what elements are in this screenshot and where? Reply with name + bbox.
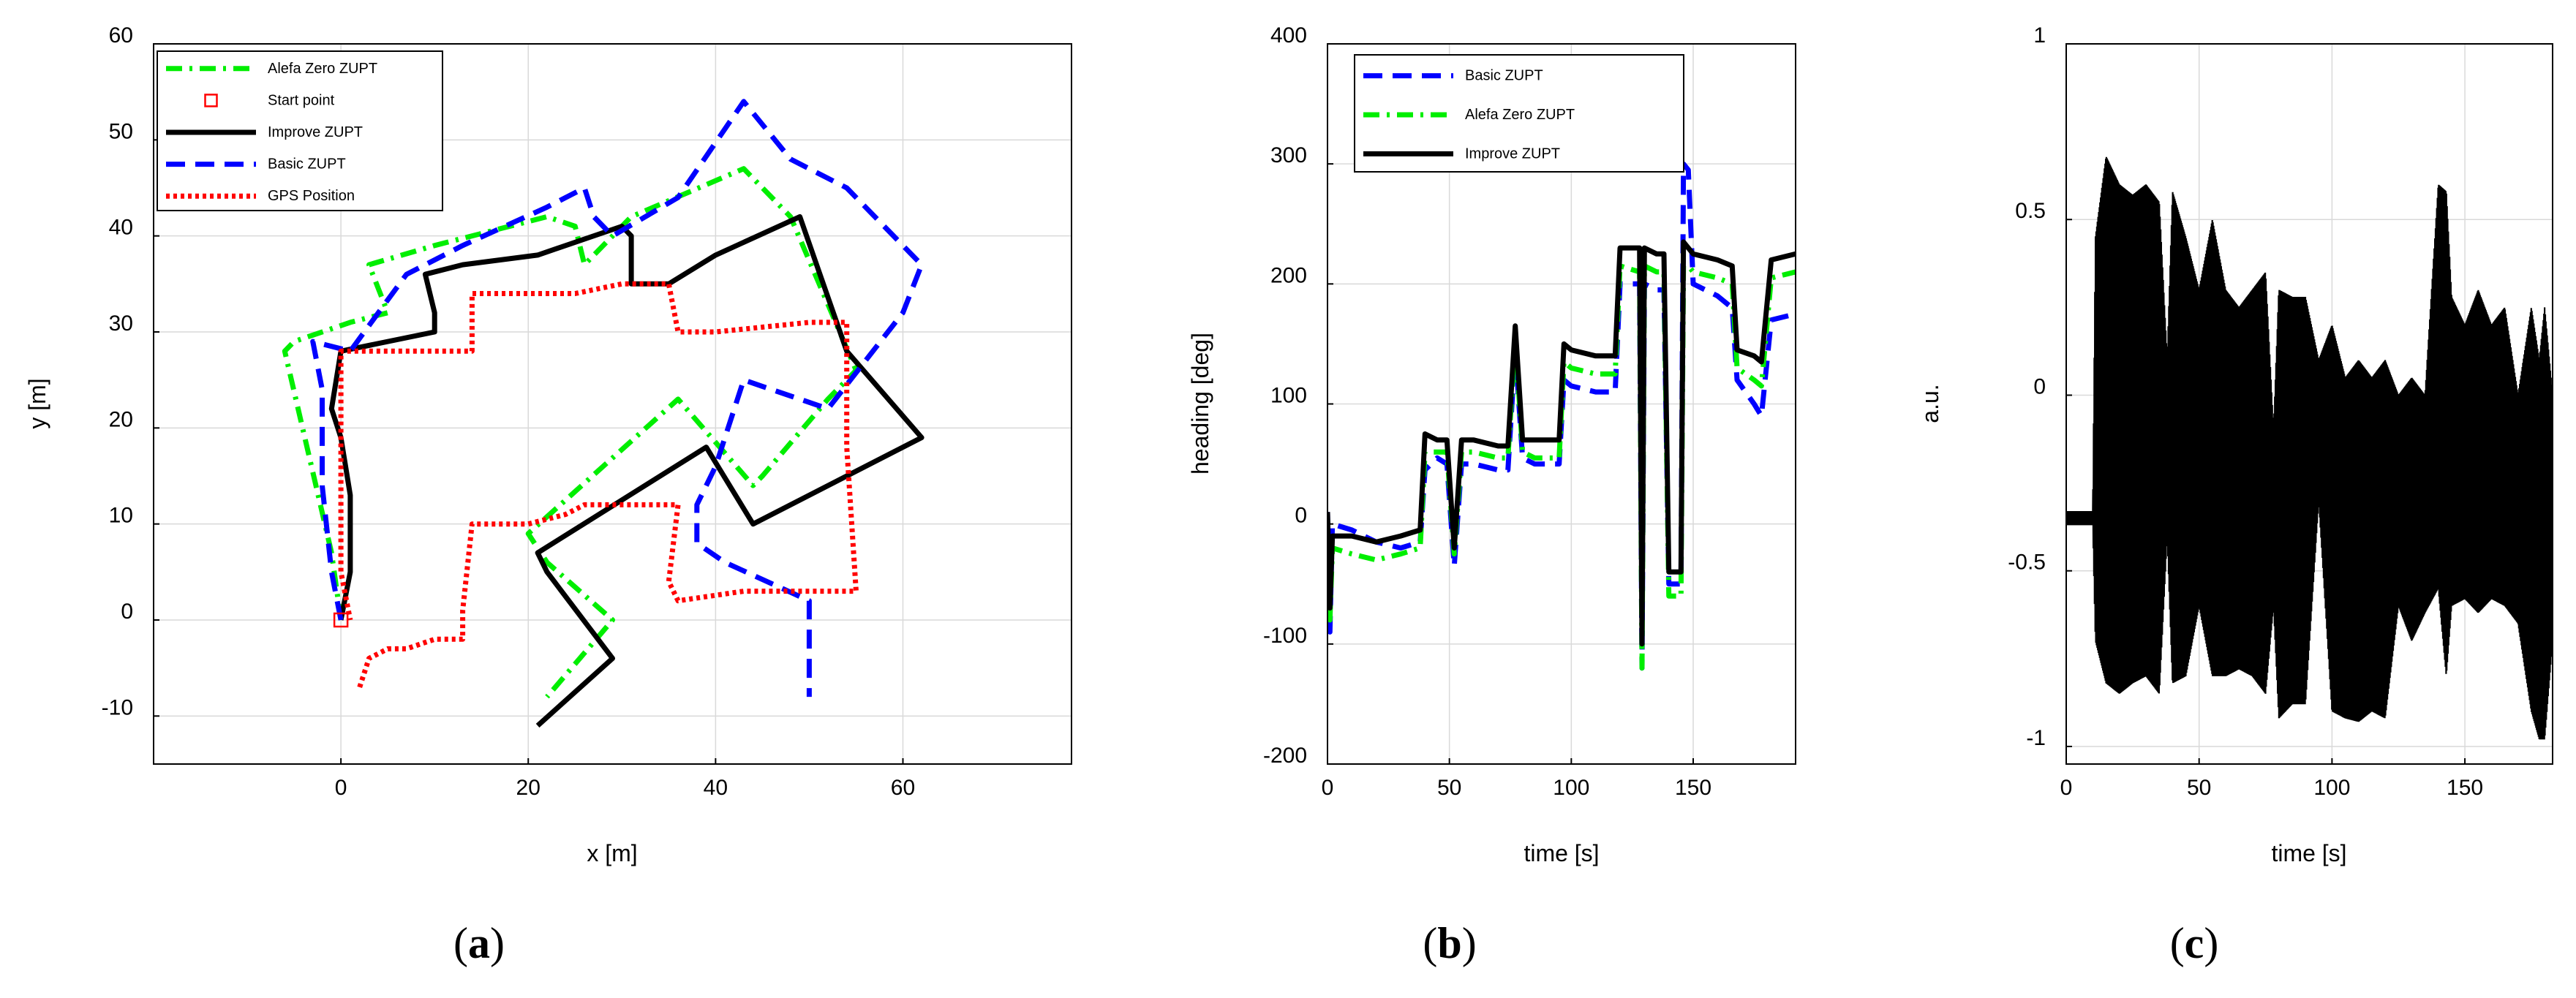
caption-paren: ) <box>2204 919 2218 967</box>
legend-label: Basic ZUPT <box>1465 68 1543 84</box>
axes-frame <box>153 43 1072 765</box>
caption-paren: ( <box>453 919 468 967</box>
series-line-improve-zupt <box>1327 239 1796 647</box>
legend-marker-start-point <box>204 94 218 107</box>
legend-label: Alefa Zero ZUPT <box>268 61 377 77</box>
x-tick-label: 60 <box>891 776 915 800</box>
series-line-basic-zupt <box>310 99 924 698</box>
start-point-marker <box>333 612 349 628</box>
y-tick-label: 0 <box>2033 374 2046 398</box>
y-tick-label: 40 <box>109 216 133 240</box>
y-tick-label: -10 <box>102 695 133 719</box>
x-tick-label: 40 <box>704 776 728 800</box>
y-tick-label: -100 <box>1263 624 1307 648</box>
x-tick-label: 50 <box>1437 776 1461 800</box>
y-tick-label: 60 <box>109 23 133 48</box>
legend-label: Basic ZUPT <box>268 156 346 173</box>
x-tick-label: 100 <box>1553 776 1589 800</box>
x-axis-label: x [m] <box>587 840 637 866</box>
y-tick-label: 400 <box>1270 23 1307 48</box>
panel-c-plot: 0 50 100 150 -1 -0.5 0 0.5 1 time [s] a.u. <box>1917 23 2553 866</box>
data-layer <box>2066 156 2553 740</box>
x-tick-label: 20 <box>516 776 541 800</box>
caption-a: (a) <box>453 919 505 967</box>
legend-label: Alefa Zero ZUPT <box>1465 107 1575 123</box>
caption-paren: ) <box>490 919 505 967</box>
legend-label: Improve ZUPT <box>268 124 363 140</box>
axes-frame <box>2065 43 2553 765</box>
y-tick-label: -1 <box>2026 726 2046 750</box>
y-tick-label: -200 <box>1263 744 1307 768</box>
x-tick-label: 0 <box>335 776 347 800</box>
x-tick-label: 0 <box>2060 776 2073 800</box>
y-tick-label: 100 <box>1270 384 1307 408</box>
y-tick-label: 0 <box>121 600 133 624</box>
y-axis-label: y [m] <box>24 378 50 428</box>
legend-label: Improve ZUPT <box>1465 145 1560 162</box>
data-layer <box>1327 161 1796 671</box>
caption-paren: ( <box>2170 919 2185 967</box>
caption-letter: c <box>2185 919 2204 967</box>
caption-b: (b) <box>1423 919 1476 967</box>
x-tick-label: 100 <box>2313 776 2350 800</box>
y-tick-label: 20 <box>109 407 133 431</box>
y-tick-label: 200 <box>1270 263 1307 287</box>
y-tick-label: 300 <box>1270 143 1307 167</box>
x-tick-label: 150 <box>2447 776 2483 800</box>
caption-c: (c) <box>2170 919 2219 967</box>
legend: Alefa Zero ZUPT Start point Improve ZUPT Ba… <box>157 50 443 211</box>
x-axis-label: time [s] <box>2271 840 2346 866</box>
data-layer <box>282 99 924 728</box>
caption-paren: ( <box>1423 919 1437 967</box>
y-tick-label: 1 <box>2033 23 2046 48</box>
panel-b-plot: 0 50 100 150 -200 -100 0 100 200 300 400 time [s] he… <box>1187 23 1796 866</box>
series-line-alefa-zero-zupt <box>1327 263 1796 671</box>
y-axis-label: a.u. <box>1917 384 1943 423</box>
y-tick-label: 30 <box>109 311 133 336</box>
y-tick-label: -0.5 <box>2008 551 2046 575</box>
x-tick-label: 150 <box>1675 776 1711 800</box>
y-tick-label: 0.5 <box>2015 199 2046 223</box>
x-tick-label: 50 <box>2187 776 2211 800</box>
series-line-gps-position <box>338 281 859 688</box>
y-axis-label: heading [deg] <box>1187 333 1213 475</box>
caption-letter: a <box>468 919 490 967</box>
legend: Basic ZUPT Alefa Zero ZUPT Improve ZUPT <box>1354 54 1684 173</box>
series-line-improve-zupt <box>328 213 924 728</box>
panel-a-plot: 0 20 40 60 -10 0 10 20 30 40 50 60 x [m] y [m] Alefa Z… <box>24 23 1072 866</box>
legend-label: Start point <box>268 92 335 108</box>
series-line-alefa-zero-zupt <box>282 166 859 699</box>
signal-line <box>2066 156 2553 740</box>
caption-paren: ) <box>1462 919 1477 967</box>
legend-label: GPS Position <box>268 188 355 204</box>
y-tick-label: 50 <box>109 119 133 143</box>
x-tick-label: 0 <box>1322 776 1334 800</box>
caption-letter: b <box>1437 919 1461 967</box>
y-tick-label: 0 <box>1295 504 1307 528</box>
x-axis-label: time [s] <box>1524 840 1599 866</box>
y-tick-label: 10 <box>109 504 133 528</box>
